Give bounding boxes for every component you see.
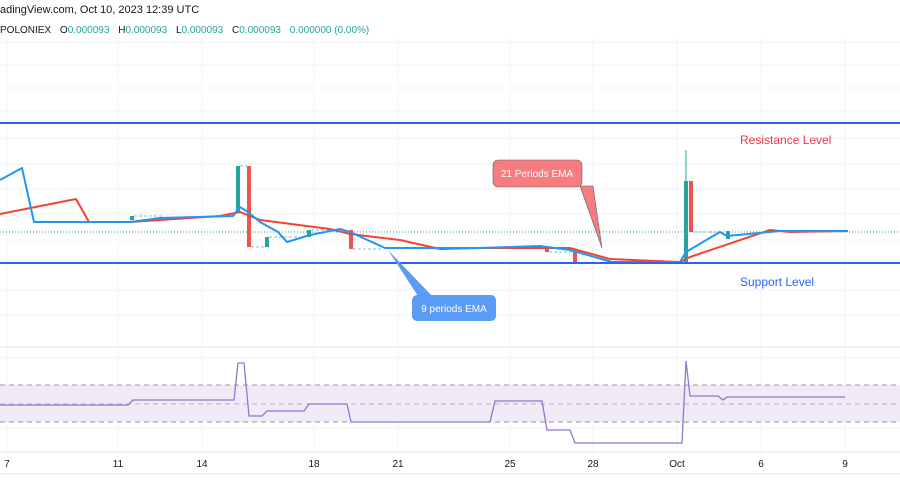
candle-body — [130, 216, 134, 220]
candle-body — [545, 248, 549, 252]
time-axis-tick: 25 — [504, 459, 516, 470]
time-axis-tick: 11 — [113, 459, 124, 470]
candle-body — [247, 166, 251, 247]
source-timestamp: adingView.com, Oct 10, 2023 12:39 UTC — [0, 4, 200, 16]
change-value: 0.000000 (0.00%) — [289, 25, 370, 36]
time-axis-tick: 18 — [308, 459, 320, 470]
time-axis-tick: 9 — [842, 459, 848, 470]
candle-body — [684, 181, 688, 263]
time-axis-tick: 21 — [392, 459, 404, 470]
open-value: 0.000093 — [67, 25, 110, 36]
candle-body — [349, 230, 353, 249]
candle-body — [307, 230, 311, 237]
close-key: C — [232, 25, 240, 36]
rsi-line — [0, 360, 845, 444]
support-label: Support Level — [740, 275, 814, 289]
symbol-exchange: POLONIEX — [0, 25, 52, 36]
ema21-line[interactable] — [0, 198, 849, 263]
candle-body — [573, 252, 577, 263]
low-key: L — [175, 25, 182, 36]
time-axis[interactable]: 7 11 14 18 21 25 28 Oct 6 9 — [4, 459, 848, 470]
ohlc-legend: POLONIEX O0.000093 H0.000093 L0.000093 C… — [0, 25, 369, 36]
time-axis-tick: 7 — [4, 459, 10, 470]
open-key: O — [59, 25, 68, 36]
close-value: 0.000093 — [239, 25, 281, 36]
time-axis-tick: 14 — [196, 459, 208, 470]
ema21-callout-text: 21 Periods EMA — [501, 169, 574, 180]
time-axis-tick: 28 — [587, 459, 599, 470]
high-key: H — [118, 25, 126, 36]
grid — [6, 38, 846, 452]
ema9-callout-text: 9 periods EMA — [421, 304, 487, 315]
ema9-line[interactable] — [0, 167, 848, 263]
time-axis-tick: Oct — [669, 459, 685, 470]
ema21-callout[interactable]: 21 Periods EMA — [492, 159, 603, 249]
candle-body — [265, 237, 269, 247]
resistance-label: Resistance Level — [740, 133, 831, 147]
high-value: 0.000093 — [125, 25, 168, 36]
low-value: 0.000093 — [181, 25, 224, 36]
candle-body — [236, 166, 240, 213]
ema9-callout[interactable]: 9 periods EMA — [388, 250, 496, 321]
horizontal-grid — [0, 41, 900, 429]
time-axis-tick: 6 — [758, 459, 764, 470]
candle-body — [689, 181, 693, 232]
